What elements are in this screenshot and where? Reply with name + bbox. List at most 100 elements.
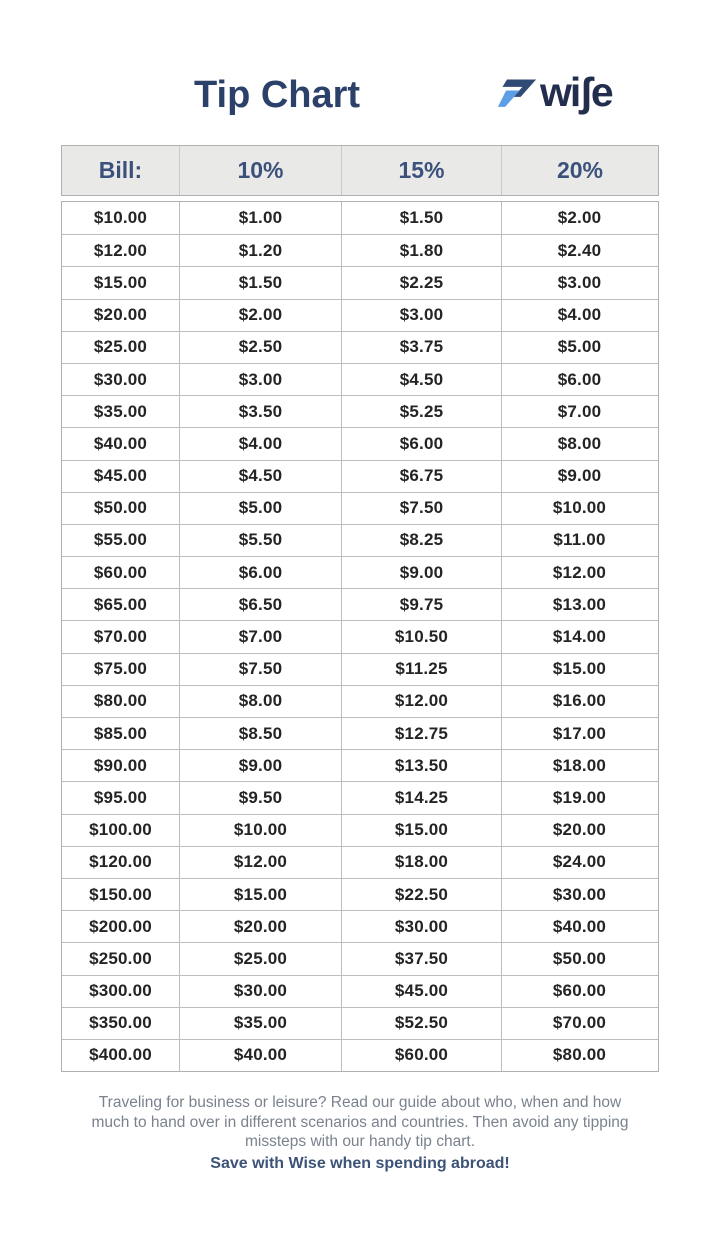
tip-15pct-cell: $15.00: [341, 814, 501, 846]
tip-20pct-cell: $8.00: [501, 428, 657, 460]
bill-cell: $20.00: [93, 305, 148, 325]
bill-cell: $120.00: [89, 852, 152, 872]
tip-15pct-cell: $1.50: [341, 202, 501, 235]
bill-cell: $15.00: [93, 272, 148, 292]
tip-15pct-cell: $30.00: [341, 911, 501, 943]
tip-10pct-cell: $8.00: [179, 685, 341, 717]
tip-15pct-cell: $60.00: [341, 1039, 501, 1072]
tip-10pct-cell: $6.50: [179, 589, 341, 621]
table-row: $400.00 $40.00 $60.00 $80.00: [62, 1038, 658, 1072]
tip-15pct-cell: $37.50: [341, 943, 501, 975]
table-row: $200.00 $20.00 $30.00 $40.00: [62, 910, 658, 943]
table-row: $250.00 $25.00 $37.50 $50.00: [62, 942, 658, 975]
tip-10pct-cell: $3.00: [179, 363, 341, 396]
tip-10pct-cell: $30.00: [179, 975, 341, 1007]
tip-15pct-cell: $9.00: [341, 557, 501, 589]
tip-10pct-cell: $1.00: [179, 202, 341, 235]
table-row: $40.00 $4.00 $6.00 $8.00: [62, 427, 658, 460]
tip-15pct-cell: $4.50: [341, 363, 501, 396]
bill-cell: $80.00: [93, 691, 148, 711]
tip-table: Bill: 10% 15% 20% $10.00 $1.00 $1.50 $2.…: [61, 145, 659, 1073]
bill-cell: $50.00: [93, 498, 148, 518]
tip-15pct-cell: $3.75: [341, 331, 501, 363]
bill-cell: $40.00: [93, 433, 148, 453]
bill-cell: $12.00: [93, 240, 148, 260]
bill-cell: $10.00: [93, 208, 148, 228]
tip-20pct-cell: $2.00: [501, 202, 657, 235]
tip-10pct-cell: $10.00: [179, 814, 341, 846]
tip-10pct-cell: $1.20: [179, 235, 341, 267]
page-footer: Traveling for business or leisure? Read …: [0, 1093, 720, 1174]
tip-20pct-cell: $40.00: [501, 911, 657, 943]
tip-10pct-cell: $3.50: [179, 396, 341, 428]
tip-15pct-cell: $3.00: [341, 299, 501, 331]
bill-cell: $150.00: [89, 884, 152, 904]
tip-20pct-cell: $9.00: [501, 460, 657, 492]
tip-10pct-cell: $7.00: [179, 621, 341, 653]
tip-10pct-cell: $35.00: [179, 1007, 341, 1039]
tip-15pct-cell: $2.25: [341, 267, 501, 299]
tip-20pct-cell: $6.00: [501, 363, 657, 396]
tip-10pct-cell: $15.00: [179, 878, 341, 911]
table-row: $50.00 $5.00 $7.50 $10.00: [62, 491, 658, 524]
tip-20pct-cell: $2.40: [501, 235, 657, 267]
tip-10pct-cell: $7.50: [179, 653, 341, 685]
tip-10pct-cell: $4.50: [179, 460, 341, 492]
tip-20pct-cell: $5.00: [501, 331, 657, 363]
table-row: $150.00 $15.00 $22.50 $30.00: [62, 877, 658, 911]
table-row: $300.00 $30.00 $45.00 $60.00: [62, 974, 658, 1007]
bill-cell: $300.00: [89, 981, 152, 1001]
tip-20pct-cell: $7.00: [501, 396, 657, 428]
table-row: $90.00 $9.00 $13.50 $18.00: [62, 749, 658, 782]
tip-15pct-cell: $12.75: [341, 718, 501, 750]
tip-15pct-cell: $5.25: [341, 396, 501, 428]
tip-15pct-cell: $6.00: [341, 428, 501, 460]
footer-text-line: much to hand over in different scenarios…: [91, 1113, 629, 1131]
tip-15pct-cell: $18.00: [341, 846, 501, 878]
table-row: $95.00 $9.50 $14.25 $19.00: [62, 781, 658, 814]
table-row: $80.00 $8.00 $12.00 $16.00: [62, 684, 658, 717]
tip-20pct-cell: $16.00: [501, 685, 657, 717]
tip-20pct-cell: $3.00: [501, 267, 657, 299]
tip-10pct-cell: $8.50: [179, 718, 341, 750]
header-cell-bill: Bill:: [98, 157, 143, 183]
bill-cell: $25.00: [93, 337, 148, 357]
tip-20pct-cell: $24.00: [501, 846, 657, 878]
tip-20pct-cell: $50.00: [501, 943, 657, 975]
tip-20pct-cell: $18.00: [501, 750, 657, 782]
tip-20pct-cell: $70.00: [501, 1007, 657, 1039]
tip-15pct-cell: $11.25: [341, 653, 501, 685]
bill-cell: $75.00: [93, 659, 148, 679]
tip-20pct-cell: $15.00: [501, 653, 657, 685]
tip-20pct-cell: $4.00: [501, 299, 657, 331]
tip-15pct-cell: $52.50: [341, 1007, 501, 1039]
tip-10pct-cell: $6.00: [179, 557, 341, 589]
bill-cell: $35.00: [93, 401, 148, 421]
table-row: $45.00 $4.50 $6.75 $9.00: [62, 459, 658, 492]
table-row: $120.00 $12.00 $18.00 $24.00: [62, 845, 658, 878]
footer-text-line: missteps with our handy tip chart.: [244, 1133, 476, 1151]
table-row: $100.00 $10.00 $15.00 $20.00: [62, 813, 658, 846]
bill-cell: $60.00: [93, 562, 148, 582]
bill-cell: $400.00: [89, 1045, 152, 1065]
tip-10pct-cell: $2.00: [179, 299, 341, 331]
tip-15pct-cell: $7.50: [341, 492, 501, 524]
table-row: $20.00 $2.00 $3.00 $4.00: [62, 298, 658, 331]
bill-cell: $200.00: [89, 916, 152, 936]
wise-wordmark: wiʃe: [540, 69, 614, 115]
tip-20pct-cell: $13.00: [501, 589, 657, 621]
tip-10pct-cell: $9.00: [179, 750, 341, 782]
page-title: Tip Chart: [194, 74, 361, 116]
tip-15pct-cell: $9.75: [341, 589, 501, 621]
bill-cell: $100.00: [89, 820, 152, 840]
bill-cell: $30.00: [93, 369, 148, 389]
tip-10pct-cell: $25.00: [179, 943, 341, 975]
table-row: $10.00 $1.00 $1.50 $2.00: [62, 202, 658, 235]
table-row: $70.00 $7.00 $10.50 $14.00: [62, 620, 658, 653]
tip-20pct-cell: $60.00: [501, 975, 657, 1007]
tip-10pct-cell: $12.00: [179, 846, 341, 878]
tip-15pct-cell: $22.50: [341, 878, 501, 911]
tip-20pct-cell: $20.00: [501, 814, 657, 846]
tip-15pct-cell: $1.80: [341, 235, 501, 267]
header-cell-10pct: 10%: [179, 146, 341, 195]
